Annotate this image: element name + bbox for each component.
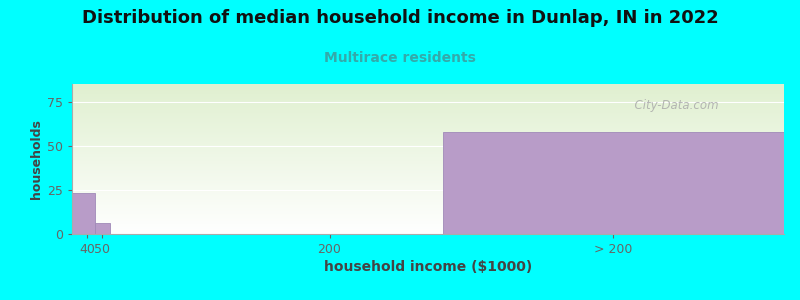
Bar [94,224,110,234]
Text: Distribution of median household income in Dunlap, IN in 2022: Distribution of median household income … [82,9,718,27]
Bar [72,194,94,234]
X-axis label: household income ($1000): household income ($1000) [324,260,532,274]
Text: Multirace residents: Multirace residents [324,51,476,65]
Bar [443,132,784,234]
Text: City-Data.com: City-Data.com [627,99,719,112]
Y-axis label: households: households [30,119,43,199]
